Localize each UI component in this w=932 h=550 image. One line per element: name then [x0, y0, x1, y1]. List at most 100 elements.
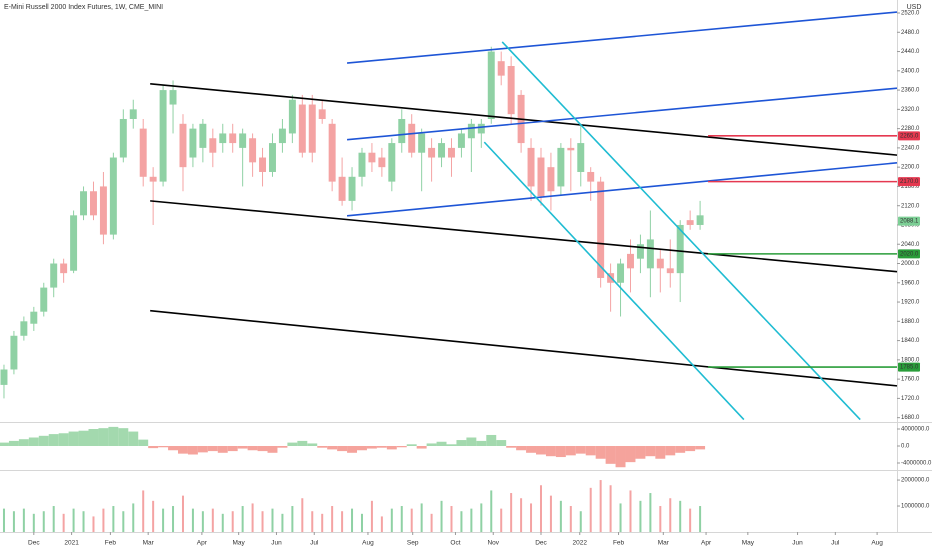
volume-bar [450, 506, 453, 532]
candle-body [487, 51, 495, 119]
histogram-bar [545, 446, 556, 457]
volume-bar [52, 506, 55, 532]
histogram-bar [476, 440, 487, 447]
histogram-bar [98, 428, 109, 447]
histogram-bar [58, 433, 69, 447]
x-tick-label: Aug [871, 540, 883, 547]
histogram-bar [466, 437, 477, 447]
y-tick-label: 2040.0 [901, 242, 920, 248]
histogram-bar [456, 440, 467, 447]
y-tick-label: 2360.0 [901, 88, 920, 94]
candle-body [597, 181, 605, 278]
candle-body [646, 239, 654, 269]
trend-line [501, 41, 861, 421]
histogram-bar [108, 426, 119, 447]
y-tick-label: 2320.0 [901, 107, 920, 113]
histogram-bar [257, 446, 268, 452]
histogram-bar [347, 446, 358, 453]
histogram-bar [178, 446, 188, 454]
histogram-bar [8, 440, 19, 447]
histogram-bar [496, 440, 507, 447]
candle-body [656, 258, 664, 269]
x-tick-label: May [233, 540, 246, 547]
y-tick-label: 2520.0 [901, 11, 920, 17]
price-tag [898, 249, 920, 259]
candle-body [408, 123, 416, 153]
volume-bar [221, 513, 224, 532]
y-tick-label: 1720.0 [901, 396, 920, 402]
candle-body [457, 133, 465, 148]
volume-bar [42, 511, 45, 532]
x-tick-label: 2021 [64, 540, 79, 547]
histogram-bar [207, 446, 218, 452]
candle-body [428, 147, 436, 158]
candle-body [219, 133, 227, 144]
histogram-bar [635, 446, 646, 459]
histogram-bar [337, 446, 348, 452]
histogram-bar [416, 446, 427, 449]
candle-body [557, 147, 565, 187]
volume-bar [460, 511, 463, 532]
y-tick-label: 2000.0 [901, 261, 920, 267]
y-tick-label: 2400.0 [901, 68, 920, 74]
candle-body [636, 244, 644, 259]
histogram-bar [277, 446, 288, 448]
histogram-bar [655, 446, 666, 459]
histogram-bar [695, 446, 706, 450]
y-tick-label: 1840.0 [901, 338, 920, 344]
histogram-bar [685, 446, 696, 452]
volume-bar [619, 503, 622, 532]
y-tick-label: 1920.0 [901, 300, 920, 306]
candle-body [50, 263, 58, 288]
volume-bar [32, 513, 35, 532]
histogram-bar [615, 446, 626, 468]
histogram-bar [148, 446, 159, 449]
trend-line [346, 11, 898, 64]
trend-line [150, 309, 898, 387]
histogram-bar [645, 446, 656, 457]
histogram-bar [138, 439, 149, 447]
volume-bar [331, 506, 334, 532]
volume-bar [579, 511, 582, 532]
candle-body [99, 186, 107, 235]
volume-bar [649, 493, 652, 532]
x-tick-label: Feb [105, 540, 117, 547]
histogram-bar [536, 446, 546, 455]
volume-bar [360, 513, 363, 532]
currency: USD [907, 4, 922, 11]
candle-body [109, 157, 117, 235]
volume-bar [22, 508, 25, 532]
y-tick-label: 2200.0 [901, 165, 920, 171]
volume-bar [539, 485, 542, 532]
histogram-bar [565, 446, 576, 456]
y-tick-label: 2120.0 [901, 203, 920, 209]
histogram-bar [197, 446, 208, 453]
histogram-bar [68, 431, 79, 447]
histogram-bar [18, 439, 29, 447]
volume-bar [281, 513, 284, 532]
volume-bar [669, 498, 672, 532]
candle-body [298, 104, 306, 153]
candle-body [378, 157, 386, 168]
volume-bar [430, 513, 433, 532]
x-tick-label: Apr [197, 540, 208, 547]
volume-bar [311, 511, 314, 532]
y-tick-label: 0.0 [901, 444, 910, 450]
y-tick-label: 1760.0 [901, 377, 920, 383]
volume-bar [172, 506, 175, 532]
volume-bar [62, 513, 65, 532]
y-tick-label: 1800.0 [901, 357, 920, 363]
histogram-bar [386, 446, 397, 450]
y-tick-label: 2440.0 [901, 49, 920, 55]
volume-bar [211, 508, 214, 532]
volume-bar [639, 500, 642, 532]
volume-bar [440, 500, 443, 532]
volume-bar [420, 503, 423, 532]
candle-body [577, 143, 585, 172]
volume-bar [390, 508, 393, 532]
candle-body [308, 104, 316, 153]
chart-title: E-Mini Russell 2000 Index Futures, 1W, C… [4, 4, 163, 11]
x-tick-label: Jun [271, 540, 282, 547]
histogram-bar [376, 446, 387, 448]
